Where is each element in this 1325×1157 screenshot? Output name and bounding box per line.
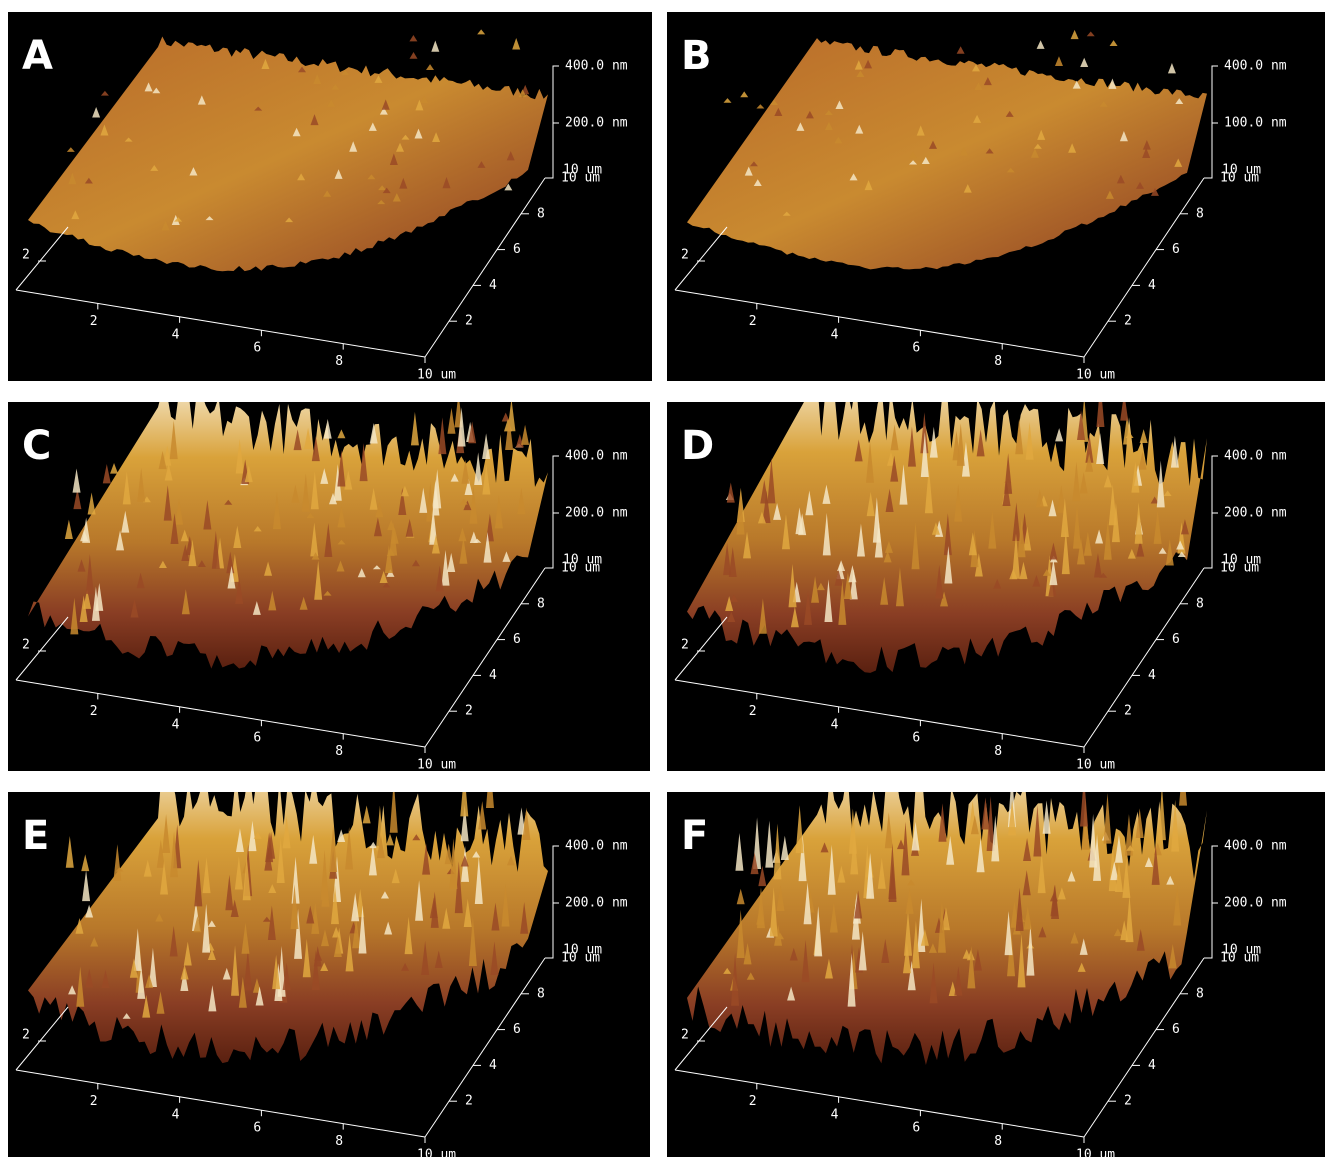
x-tick-label: 2 — [749, 704, 757, 719]
x-tick-label: 2 — [90, 704, 98, 719]
x-tick-label: 6 — [253, 341, 261, 356]
x-tick-label: 8 — [994, 354, 1002, 369]
y-tick-label: 4 — [489, 668, 497, 683]
x-tick-label: 4 — [172, 717, 180, 732]
y-tick-label: 8 — [1196, 596, 1204, 611]
x-tick-label: 4 — [172, 327, 180, 342]
panel-label: E — [22, 813, 49, 859]
y-tick-label: 4 — [1148, 1058, 1156, 1073]
y-tick-label: 2 — [465, 704, 473, 719]
x-tick-label: 8 — [335, 744, 343, 759]
left-tick-label: 2 — [22, 248, 30, 263]
x-tick-label: 6 — [253, 731, 261, 746]
y-tick-label: 8 — [537, 986, 545, 1001]
y-tick-label: 8 — [1196, 206, 1204, 221]
y-tick-label: 6 — [1172, 632, 1180, 647]
x-tick-label: 10 um — [1076, 1148, 1115, 1157]
x-tick-label: 4 — [831, 1107, 839, 1122]
panel-label: C — [22, 423, 51, 469]
left-tick-label: 2 — [681, 1028, 689, 1043]
y-tick-label: 6 — [513, 632, 521, 647]
panel-label: D — [681, 423, 714, 469]
y-tick-label: 4 — [489, 1058, 497, 1073]
z-tick-label: 100.0 nm — [1224, 116, 1287, 131]
y-tick-label: 6 — [513, 242, 521, 257]
x-tick-label: 2 — [90, 1094, 98, 1109]
left-tick-label: 2 — [681, 248, 689, 263]
z-tick-label: 400.0 nm — [565, 59, 628, 74]
x-tick-label: 8 — [335, 1134, 343, 1149]
y-tick-label: 6 — [513, 1022, 521, 1037]
afm-panel: B246810 um246810 um400.0 nm100.0 nm10 um… — [667, 12, 1325, 383]
x-tick-label: 10 um — [1076, 758, 1115, 773]
afm-panel: C246810 um246810 um400.0 nm200.0 nm10 um… — [8, 388, 650, 773]
x-tick-label: 10 um — [417, 1148, 456, 1157]
z-tick-label: 200.0 nm — [565, 116, 628, 131]
z-tick-label: 200.0 nm — [565, 896, 628, 911]
z-base-label: 10 um — [1222, 163, 1261, 178]
x-tick-label: 6 — [253, 1121, 261, 1136]
z-base-label: 10 um — [563, 163, 602, 178]
y-tick-label: 4 — [489, 278, 497, 293]
x-tick-label: 4 — [831, 717, 839, 732]
y-tick-label: 8 — [537, 596, 545, 611]
x-tick-label: 8 — [335, 354, 343, 369]
z-tick-label: 400.0 nm — [1224, 449, 1287, 464]
x-tick-label: 6 — [912, 341, 920, 356]
panel-label: A — [22, 33, 53, 79]
afm-panel: F 2 4 6 8 10 um 2 4 6 8 10 um 400.0 nm 200.0 nm 10 um… — [667, 760, 1325, 1157]
y-tick-label: 6 — [1172, 1022, 1180, 1037]
x-tick-label: 10 um — [417, 758, 456, 773]
z-tick-label: 200.0 nm — [565, 506, 628, 521]
y-tick-label: 4 — [1148, 278, 1156, 293]
z-base-label: 10 um — [1222, 553, 1261, 568]
x-tick-label: 10 um — [417, 368, 456, 383]
panel-label: F — [681, 813, 708, 859]
y-tick-label: 2 — [1124, 1094, 1132, 1109]
y-tick-label: 4 — [1148, 668, 1156, 683]
x-tick-label: 8 — [994, 744, 1002, 759]
z-tick-label: 200.0 nm — [1224, 506, 1287, 521]
x-tick-label: 2 — [90, 314, 98, 329]
x-tick-label: 4 — [172, 1107, 180, 1122]
panel-label: B — [681, 33, 712, 79]
afm-panel: A246810 um246810 um400.0 nm200.0 nm10 um… — [8, 12, 652, 383]
left-tick-label: 2 — [681, 638, 689, 653]
afm-panel: E 2 4 6 8 10 um 2 4 6 8 10 um 400.0 nm 200.0 nm 10 um… — [8, 760, 650, 1157]
y-tick-label: 2 — [1124, 314, 1132, 329]
y-tick-label: 8 — [537, 206, 545, 221]
z-tick-label: 400.0 nm — [1224, 59, 1287, 74]
x-tick-label: 2 — [749, 314, 757, 329]
z-tick-label: 400.0 nm — [1224, 839, 1287, 854]
z-tick-label: 200.0 nm — [1224, 896, 1287, 911]
y-tick-label: 2 — [465, 1094, 473, 1109]
x-tick-label: 6 — [912, 731, 920, 746]
y-tick-label: 8 — [1196, 986, 1204, 1001]
y-tick-label: 6 — [1172, 242, 1180, 257]
x-tick-label: 10 um — [1076, 368, 1115, 383]
z-base-label: 10 um — [563, 943, 602, 958]
z-base-label: 10 um — [1222, 943, 1261, 958]
left-tick-label: 2 — [22, 1028, 30, 1043]
z-tick-label: 400.0 nm — [565, 839, 628, 854]
z-base-label: 10 um — [563, 553, 602, 568]
figure: A 2 4 6 8 10 um 2 4 6 8 10 um 400.0 nm 200.0 nm 10 um… — [0, 0, 1325, 1157]
z-tick-label: 400.0 nm — [565, 449, 628, 464]
x-tick-label: 8 — [994, 1134, 1002, 1149]
left-tick-label: 2 — [22, 638, 30, 653]
x-tick-label: 6 — [912, 1121, 920, 1136]
y-tick-label: 2 — [1124, 704, 1132, 719]
x-tick-label: 4 — [831, 327, 839, 342]
x-tick-label: 2 — [749, 1094, 757, 1109]
y-tick-label: 2 — [465, 314, 473, 329]
